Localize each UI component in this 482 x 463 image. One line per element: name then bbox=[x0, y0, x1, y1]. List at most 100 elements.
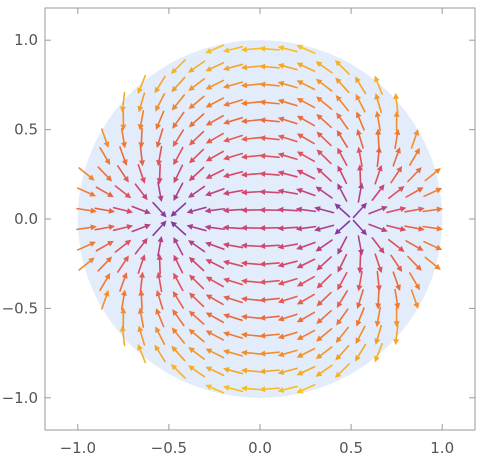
arrow-mark bbox=[404, 206, 425, 213]
arrow-mark bbox=[205, 97, 225, 108]
arrow-mark bbox=[186, 206, 207, 214]
arrow-mark bbox=[316, 309, 333, 325]
arrow-mark bbox=[354, 76, 367, 95]
arrow-mark bbox=[387, 186, 405, 200]
arrow-mark bbox=[117, 165, 129, 183]
arrow-mark bbox=[188, 78, 205, 91]
arrow-mark bbox=[277, 80, 298, 89]
arrow-mark bbox=[277, 349, 298, 358]
arrow-mark bbox=[316, 113, 333, 129]
arrow-mark bbox=[119, 92, 126, 113]
arrow-mark bbox=[170, 363, 186, 379]
arrow-mark bbox=[119, 325, 126, 346]
arrow-mark bbox=[94, 207, 115, 214]
arrow-mark bbox=[139, 145, 145, 167]
arrow-mark bbox=[95, 186, 114, 198]
arrow-mark bbox=[259, 153, 280, 160]
arrow-mark bbox=[277, 134, 298, 143]
arrow-mark bbox=[223, 313, 244, 322]
arrow-mark bbox=[240, 46, 262, 53]
arrow-mark bbox=[371, 237, 385, 254]
arrow-mark bbox=[277, 243, 298, 250]
arrow-mark bbox=[337, 147, 348, 167]
arrow-mark bbox=[240, 118, 262, 125]
arrow-mark bbox=[138, 127, 145, 149]
arrow-mark bbox=[155, 289, 164, 310]
arrow-mark bbox=[393, 324, 400, 346]
arrow-mark bbox=[277, 188, 298, 195]
arrow-mark bbox=[259, 206, 280, 213]
arrow-mark bbox=[337, 253, 348, 273]
arrow-mark bbox=[138, 289, 145, 311]
arrow-mark bbox=[296, 365, 316, 376]
arrow-mark bbox=[296, 258, 316, 269]
arrow-mark bbox=[188, 240, 206, 253]
arrow-mark bbox=[188, 292, 205, 308]
arrow-mark bbox=[97, 166, 113, 182]
arrow-mark bbox=[410, 289, 420, 309]
arrow-mark bbox=[205, 132, 224, 144]
arrow-mark bbox=[368, 205, 388, 215]
arrow-mark bbox=[155, 308, 165, 328]
arrow-mark bbox=[100, 128, 110, 148]
arrow-mark bbox=[223, 152, 244, 161]
arrow-mark bbox=[119, 146, 128, 166]
arrow-mark bbox=[240, 278, 262, 285]
arrow-mark bbox=[336, 130, 349, 148]
arrow-mark bbox=[240, 349, 262, 356]
arrow-mark bbox=[120, 307, 127, 329]
arrow-mark bbox=[120, 109, 127, 131]
arrow-mark bbox=[386, 224, 407, 232]
arrow-mark bbox=[357, 235, 364, 256]
arrow-mark bbox=[205, 188, 225, 197]
arrow-mark bbox=[316, 328, 333, 342]
arrow-mark bbox=[240, 385, 262, 392]
arrow-mark bbox=[222, 259, 244, 268]
arrow-mark bbox=[156, 253, 163, 275]
arrow-mark bbox=[393, 306, 400, 328]
arrow-mark bbox=[387, 238, 405, 252]
arrow-mark bbox=[315, 346, 333, 360]
arrow-mark bbox=[171, 76, 186, 93]
arrow-mark bbox=[316, 256, 332, 271]
arrow-mark bbox=[173, 254, 184, 274]
arrow-mark bbox=[295, 225, 317, 232]
arrow-mark bbox=[205, 330, 225, 341]
arrow-mark bbox=[277, 260, 298, 268]
arrow-mark bbox=[94, 224, 115, 231]
arrow-mark bbox=[296, 62, 316, 73]
arrow-mark bbox=[375, 270, 382, 292]
arrow-mark bbox=[240, 331, 262, 338]
arrow-mark bbox=[374, 75, 383, 95]
arrow-mark bbox=[405, 240, 424, 251]
arrow-mark bbox=[205, 276, 224, 288]
arrow-mark bbox=[205, 366, 225, 377]
arrow-mark bbox=[352, 202, 367, 219]
arrow-mark bbox=[205, 294, 224, 306]
arrow-mark bbox=[259, 261, 280, 268]
arrow-mark bbox=[112, 224, 134, 232]
y-tick-label: −0.5 bbox=[2, 299, 38, 317]
arrow-mark bbox=[409, 272, 420, 291]
arrow-mark bbox=[205, 44, 225, 54]
arrow-mark bbox=[172, 290, 185, 309]
arrow-mark bbox=[405, 187, 424, 198]
arrow-mark bbox=[223, 295, 244, 304]
arrow-mark bbox=[374, 324, 383, 345]
arrow-field bbox=[76, 44, 443, 394]
arrow-mark bbox=[356, 146, 363, 168]
arrow-mark bbox=[259, 314, 280, 321]
arrow-mark bbox=[277, 116, 298, 125]
arrow-mark bbox=[393, 110, 400, 132]
arrow-mark bbox=[188, 365, 206, 378]
arrow-mark bbox=[371, 184, 385, 201]
arrow-mark bbox=[259, 225, 280, 232]
arrow-mark bbox=[356, 270, 363, 292]
arrow-mark bbox=[173, 236, 184, 256]
arrow-mark bbox=[152, 201, 167, 218]
arrow-mark bbox=[337, 271, 348, 291]
arrow-mark bbox=[120, 289, 127, 311]
arrow-mark bbox=[356, 289, 364, 310]
arrow-mark bbox=[170, 221, 187, 236]
arrow-mark bbox=[393, 92, 400, 114]
